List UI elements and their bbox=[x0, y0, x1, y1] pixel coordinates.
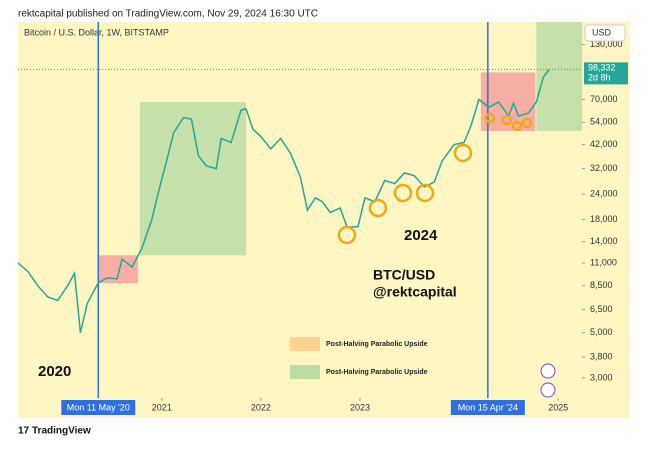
legend-swatch bbox=[290, 337, 320, 351]
event-label-box bbox=[61, 400, 136, 415]
event-label-box bbox=[450, 400, 525, 415]
y-tick-label: 8,500 bbox=[590, 280, 613, 290]
event-label: Mon 11 May '20 bbox=[67, 402, 130, 412]
y-tick-label: 54,000 bbox=[590, 117, 618, 127]
footer: TradingView bbox=[32, 426, 91, 437]
annotation: 2024 bbox=[404, 227, 438, 244]
currency-box[interactable] bbox=[584, 24, 626, 42]
y-tick-label: 14,000 bbox=[590, 236, 618, 246]
y-tick-label: 5,000 bbox=[590, 327, 613, 337]
annotation: BTC/USD bbox=[373, 267, 435, 283]
y-tick-label: 18,000 bbox=[590, 214, 618, 224]
button[interactable] bbox=[540, 382, 556, 398]
currency[interactable]: USD bbox=[592, 27, 612, 37]
legend-label: Post-Halving Parabolic Upside bbox=[326, 341, 428, 348]
x-tick-label: 2022 bbox=[251, 402, 271, 412]
legend-label: Post-Halving Parabolic Upside bbox=[326, 369, 428, 376]
y-tick-label: 3,000 bbox=[590, 372, 613, 382]
annotation: @rektcapital bbox=[373, 284, 457, 300]
last-price-box bbox=[584, 62, 628, 85]
legend-swatch bbox=[290, 365, 320, 379]
y-tick-label: 130,000 bbox=[590, 39, 623, 49]
y-tick-label: 42,000 bbox=[590, 139, 618, 149]
event-label: Mon 15 Apr '24 bbox=[458, 402, 518, 412]
y-tick-label: 11,000 bbox=[590, 257, 617, 267]
x-tick-label: 2025 bbox=[548, 402, 568, 412]
y-tick-label: 70,000 bbox=[590, 94, 618, 104]
last-price: 98,332 bbox=[588, 63, 616, 73]
y-tick-label: 32,000 bbox=[590, 163, 618, 173]
chart-title: Bitcoin / U.S. Dollar, 1W, BITSTAMP bbox=[24, 27, 169, 37]
annotation: 2020 bbox=[38, 363, 71, 380]
x-tick-label: 2023 bbox=[350, 402, 370, 412]
y-tick-label: 3,800 bbox=[590, 351, 613, 361]
highlight-circles bbox=[337, 112, 533, 245]
footer-logo: 17 bbox=[18, 426, 30, 437]
y-tick-label: 24,000 bbox=[590, 188, 618, 198]
x-tick-label: 2021 bbox=[152, 402, 172, 412]
countdown: 2d 8h bbox=[588, 73, 611, 83]
price-line bbox=[17, 68, 550, 333]
header: rektcapital published on TradingView.com… bbox=[18, 9, 318, 20]
button[interactable] bbox=[540, 363, 556, 379]
y-tick-label: 6,500 bbox=[590, 304, 613, 314]
